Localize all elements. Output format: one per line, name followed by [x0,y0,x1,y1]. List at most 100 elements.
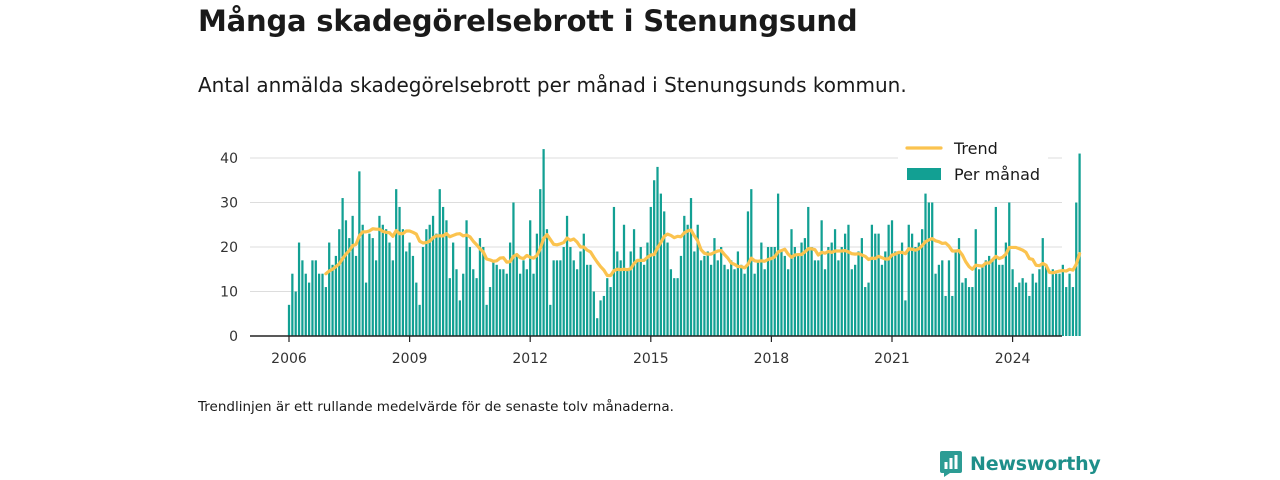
bar [703,255,706,336]
y-tick-labels: 0 10 20 30 40 [220,151,238,345]
bar [813,260,817,336]
bar [297,242,301,336]
bar [706,251,709,336]
bar [790,229,793,336]
bars [287,149,1081,336]
bar [351,215,354,336]
bar [1001,264,1004,336]
bar [934,273,937,336]
bar [683,215,686,336]
bar [921,229,924,336]
bar [807,206,810,336]
bar [944,295,947,336]
bar [1055,273,1058,336]
bar [632,229,636,336]
bar [877,233,880,336]
bar [545,229,549,336]
bar [867,282,870,336]
x-tick-label: 2015 [633,351,669,367]
bar [1041,238,1044,336]
bar [318,273,321,336]
bar [780,251,783,336]
bar [626,269,629,336]
x-tick-label: 2012 [512,351,548,367]
bar [415,282,418,336]
bar [478,238,482,336]
bar [884,251,887,336]
bar [783,255,786,336]
bar [914,247,917,336]
bar [418,304,421,336]
brand[interactable]: Newsworthy [940,451,1101,477]
bar [676,278,679,336]
bar [569,247,572,336]
bar [857,251,860,336]
bar [368,233,371,336]
bar [904,300,907,336]
bar [709,264,713,336]
bar [609,287,612,336]
bar [505,273,508,336]
bar [971,287,974,336]
bar [994,206,997,336]
chart-title: Många skadegörelsebrott i Stenungsund [198,4,858,38]
bar [720,247,723,336]
bar [991,260,994,336]
bar [435,233,438,336]
bar [699,260,703,336]
bar [947,260,951,336]
bar [679,255,683,336]
bar [864,287,867,336]
bar [1051,269,1054,336]
bar [753,273,756,336]
bar [766,247,770,336]
bar [1058,273,1061,336]
bar [586,264,589,336]
bar [498,269,502,336]
bar [549,304,552,336]
bar [897,251,900,336]
bar [492,260,495,336]
bar [894,251,897,336]
bar [1071,287,1075,336]
bar [653,180,656,336]
bar [1011,269,1014,336]
bar [472,269,475,336]
bar [485,304,488,336]
bar [730,260,733,336]
bar [596,318,599,336]
bar [562,247,565,336]
bar [314,260,317,336]
bar [572,260,575,336]
x-tick-label: 2024 [995,351,1031,367]
bar [924,193,927,336]
y-tick-label: 30 [220,196,238,212]
bar [797,255,800,336]
x-tick-label: 2006 [271,351,307,367]
y-tick-label: 20 [220,240,238,256]
bar [495,264,498,336]
bar [1038,269,1041,336]
bar [800,242,803,336]
bar [539,189,542,336]
bar [793,247,796,336]
bar [860,238,863,336]
bar [1014,287,1018,336]
bar [532,273,535,336]
bar [910,233,914,336]
chart-subtitle: Antal anmälda skadegörelsebrott per måna… [198,73,907,97]
bar [917,242,920,336]
x-tick-label: 2009 [392,351,428,367]
y-tick-label: 0 [229,329,238,345]
bar [981,264,984,336]
bar [890,220,894,336]
bar [726,269,729,336]
bar [579,251,582,336]
bar [408,242,411,336]
bar [622,224,626,336]
bar [1008,202,1011,336]
bar [508,242,512,336]
bar [582,233,585,336]
bar [388,242,391,336]
bar [770,247,773,336]
